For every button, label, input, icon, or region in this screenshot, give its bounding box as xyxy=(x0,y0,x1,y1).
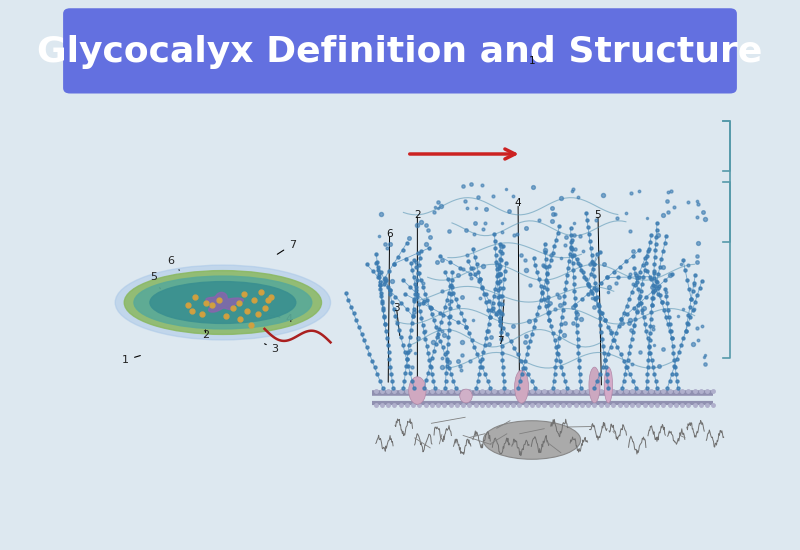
FancyBboxPatch shape xyxy=(63,8,737,94)
Text: Glycocalyx Definition and Structure: Glycocalyx Definition and Structure xyxy=(38,35,762,69)
Text: 5: 5 xyxy=(150,272,160,289)
Text: 3: 3 xyxy=(394,303,400,313)
Ellipse shape xyxy=(409,377,426,404)
Text: 3: 3 xyxy=(265,344,278,354)
Text: 2: 2 xyxy=(414,210,421,219)
Text: 6: 6 xyxy=(386,229,393,239)
Text: 2: 2 xyxy=(202,330,209,340)
Text: 7: 7 xyxy=(278,239,296,254)
Ellipse shape xyxy=(483,421,581,459)
Ellipse shape xyxy=(589,367,600,403)
Text: 1: 1 xyxy=(529,56,535,65)
Text: 4: 4 xyxy=(514,199,522,208)
Text: 5: 5 xyxy=(594,210,602,219)
Text: 1: 1 xyxy=(122,355,140,365)
Text: 7: 7 xyxy=(498,336,504,346)
Polygon shape xyxy=(206,293,243,312)
Ellipse shape xyxy=(134,276,312,329)
Text: 6: 6 xyxy=(167,256,179,270)
Ellipse shape xyxy=(124,271,322,334)
Ellipse shape xyxy=(604,367,613,403)
Text: 4: 4 xyxy=(264,314,293,324)
Ellipse shape xyxy=(460,389,472,403)
Ellipse shape xyxy=(514,370,529,403)
Ellipse shape xyxy=(115,265,330,340)
Ellipse shape xyxy=(150,282,296,323)
